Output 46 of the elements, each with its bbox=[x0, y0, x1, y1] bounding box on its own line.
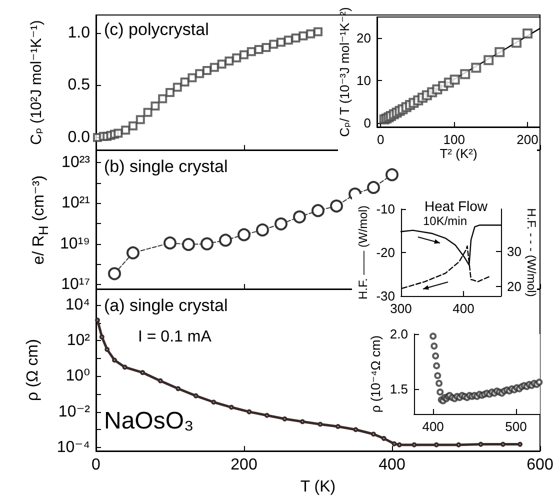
y-tick-label: 0 bbox=[364, 115, 371, 130]
x-tick-label: 500 bbox=[505, 419, 527, 434]
annotation: I = 0.1 mA bbox=[138, 328, 212, 346]
y-axis-title: H.F. —— (W/mol) bbox=[356, 206, 370, 300]
annotation: (c) polycrystal bbox=[104, 20, 209, 39]
y-tick-label: 10¹⁹ bbox=[60, 235, 90, 252]
y-tick-label: 10⁰ bbox=[66, 368, 90, 385]
y-tick-label: 10¹⁷ bbox=[61, 276, 90, 293]
x-tick-label: 200 bbox=[516, 132, 538, 147]
annotation: NaOsO₃ bbox=[104, 408, 194, 434]
y-axis-title: ρ (10⁻⁴Ω cm) bbox=[368, 335, 383, 413]
y-tick-label: 10²³ bbox=[62, 154, 91, 171]
y-tick-label: 2.0 bbox=[390, 326, 408, 342]
y-axis-title: Cₚ (10²J mol⁻¹K⁻¹) bbox=[28, 20, 45, 145]
y-tick-label: 0.5 bbox=[68, 76, 90, 94]
y-tick-label: 10⁻⁴ bbox=[56, 438, 90, 456]
y-tick-label: 20 bbox=[356, 30, 371, 46]
y-tick-label: -10 bbox=[376, 202, 395, 216]
annotation: (a) single crystal bbox=[104, 296, 228, 315]
y-tick-label: 1.0 bbox=[68, 24, 90, 42]
y-tick-label: 1.5 bbox=[390, 381, 408, 396]
y2-axis-title: H.F. - - - (W/mol) bbox=[524, 208, 538, 297]
y-tick-label: 10² bbox=[66, 332, 91, 350]
y-tick-label: 0.0 bbox=[68, 128, 90, 146]
y2-tick-label: 20 bbox=[507, 279, 522, 294]
y-tick-label: -30 bbox=[376, 288, 395, 304]
x-tick-label: 400 bbox=[452, 301, 474, 316]
chart-title: Heat Flow bbox=[424, 198, 488, 214]
annotation: (b) single crystal bbox=[104, 157, 228, 176]
y-tick-label: 10 bbox=[356, 72, 371, 88]
x-tick-label: 400 bbox=[378, 456, 406, 474]
y-tick-label: 10²¹ bbox=[62, 194, 90, 212]
x-tick-label: 100 bbox=[443, 132, 465, 147]
y2-tick-label: 30 bbox=[507, 244, 522, 260]
y-axis-title: Cₚ/ T (10⁻³J mol⁻¹K⁻²) bbox=[337, 7, 352, 137]
y-axis-title: ρ (Ω cm) bbox=[24, 339, 42, 401]
y-tick-label: -20 bbox=[376, 245, 395, 260]
y-tick-label: 10⁴ bbox=[65, 296, 90, 314]
x-tick-label: 600 bbox=[526, 456, 554, 474]
x-tick-label: 200 bbox=[230, 456, 258, 474]
x-tick-label: 400 bbox=[422, 419, 444, 434]
x-tick-label: 300 bbox=[390, 301, 412, 316]
x-axis-title: T² (K²) bbox=[440, 146, 478, 161]
y-tick-label: 10⁻² bbox=[58, 403, 91, 420]
x-axis-title: T (K) bbox=[300, 478, 336, 496]
annotation: 10K/min bbox=[423, 214, 468, 228]
